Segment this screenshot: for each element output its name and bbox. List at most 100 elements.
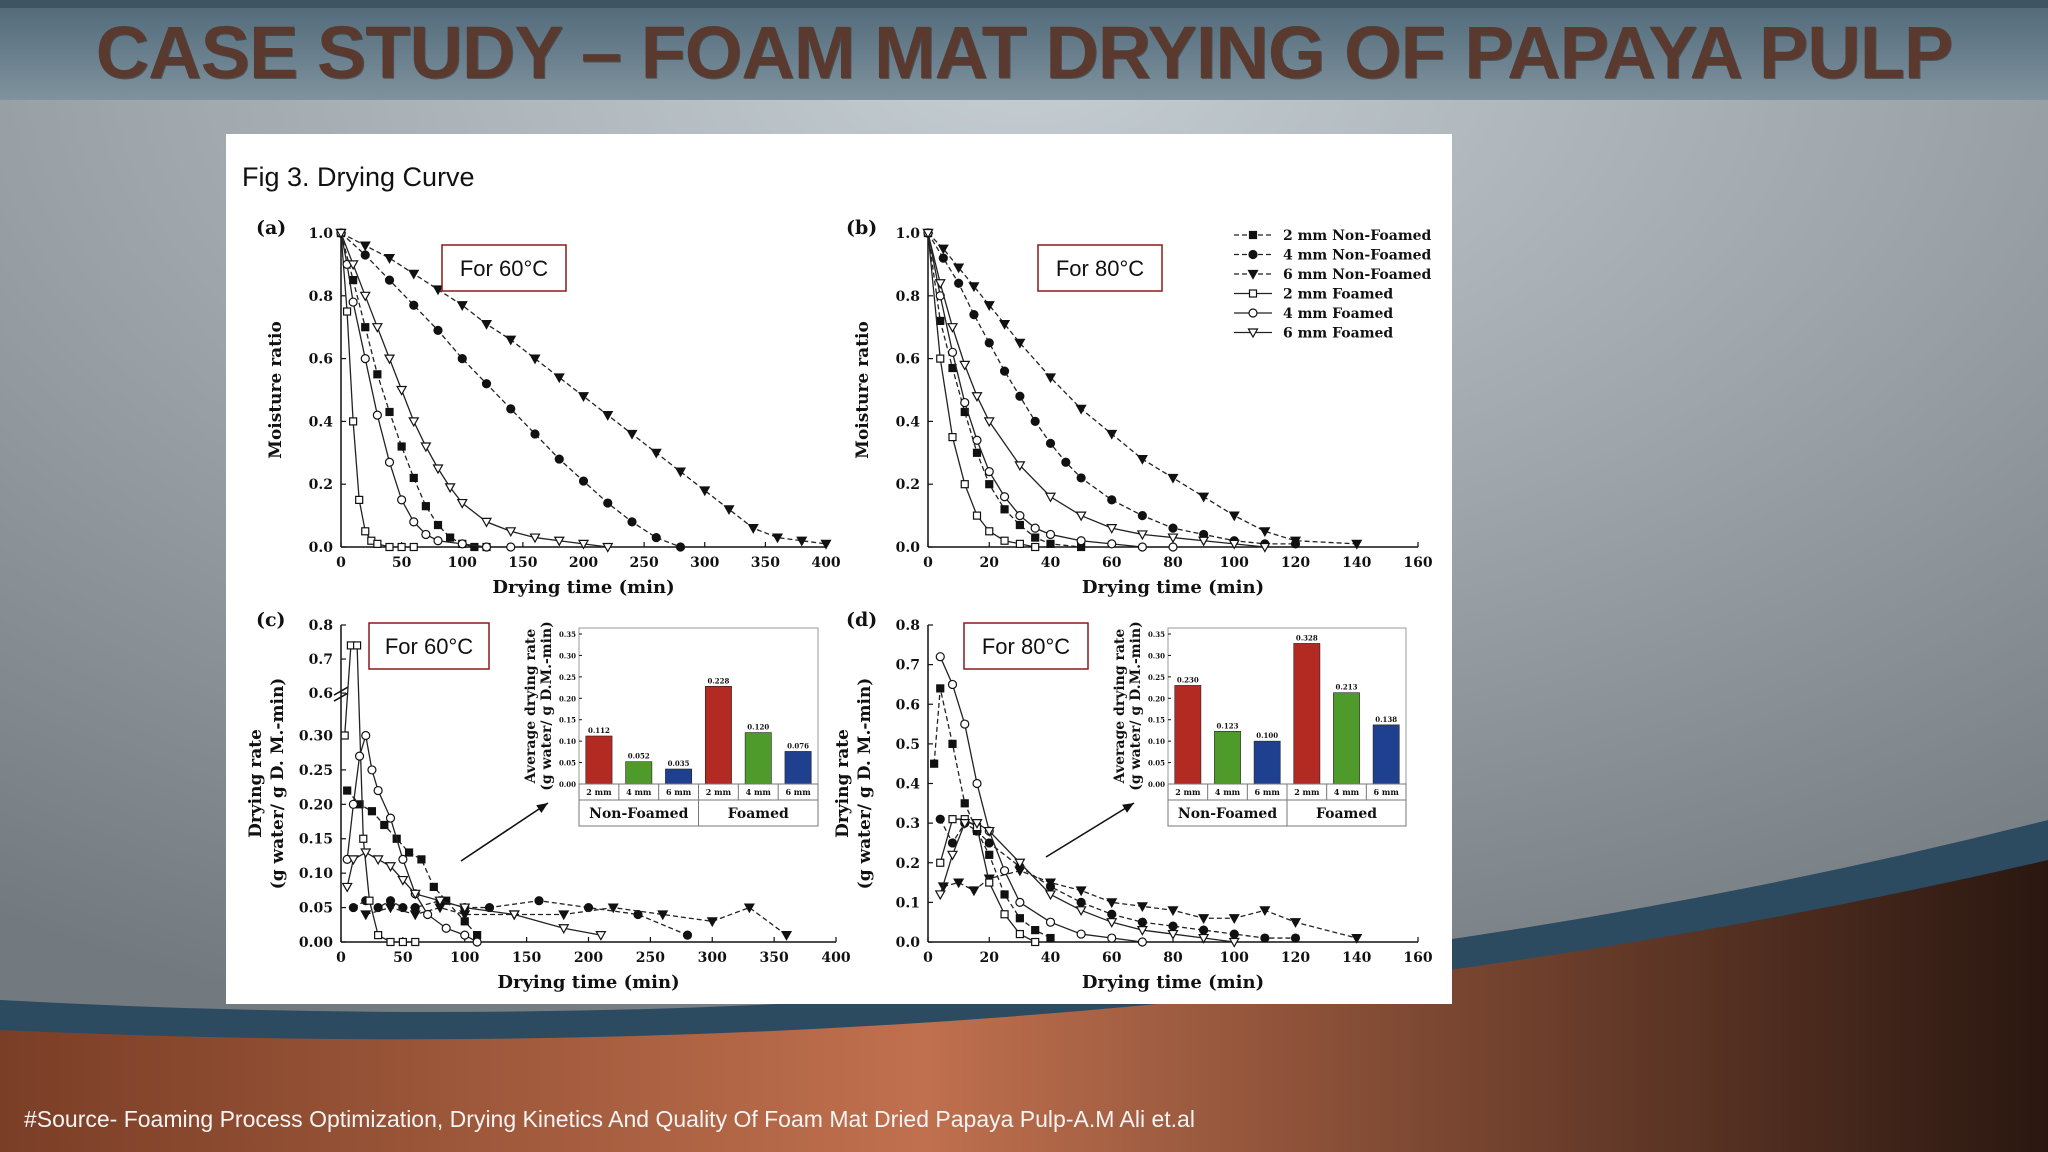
temperature-annotation-box bbox=[1037, 244, 1163, 292]
x-tick-label: 120 bbox=[1281, 555, 1310, 571]
y-tick-label: 0.05 bbox=[299, 901, 333, 917]
legend-label: 2 mm Foamed bbox=[1283, 287, 1393, 303]
inset-group-label: Foamed bbox=[1316, 806, 1377, 822]
inset-bar bbox=[704, 685, 732, 785]
data-point bbox=[1015, 391, 1025, 401]
inset-bar bbox=[1372, 724, 1400, 785]
data-point bbox=[747, 524, 759, 534]
legend-marker bbox=[1248, 230, 1258, 240]
x-tick-label: 80 bbox=[1163, 555, 1183, 571]
data-point bbox=[699, 486, 711, 497]
data-point bbox=[421, 529, 431, 540]
temperature-annotation: For 80°C bbox=[1056, 256, 1144, 281]
data-point bbox=[506, 542, 516, 552]
data-point bbox=[409, 517, 419, 527]
data-point bbox=[456, 498, 468, 509]
data-point bbox=[1000, 505, 1009, 514]
x-tick-label: 60 bbox=[1102, 950, 1122, 966]
y-tick-label: 0.4 bbox=[896, 414, 921, 430]
data-point bbox=[348, 799, 358, 809]
data-point bbox=[935, 814, 945, 824]
data-point bbox=[1289, 536, 1302, 547]
data-point bbox=[984, 838, 994, 848]
data-point bbox=[420, 442, 432, 453]
y-tick-label: 0.1 bbox=[896, 895, 920, 911]
x-tick-label: 200 bbox=[574, 950, 603, 966]
data-point bbox=[409, 910, 421, 921]
y-tick-label: 0.3 bbox=[896, 816, 920, 832]
data-point bbox=[960, 480, 969, 489]
x-tick-label: 350 bbox=[760, 950, 789, 966]
data-point bbox=[936, 354, 945, 363]
data-point bbox=[360, 848, 372, 859]
data-point bbox=[985, 480, 994, 489]
data-point bbox=[969, 310, 979, 320]
data-point bbox=[985, 850, 994, 859]
inset-bar bbox=[585, 735, 613, 785]
inset-category-label: 2 mm bbox=[1175, 787, 1201, 797]
legend-label: 2 mm Non-Foamed bbox=[1283, 228, 1432, 244]
data-point bbox=[1014, 461, 1026, 472]
inset-bar bbox=[1293, 643, 1321, 785]
x-tick-label: 80 bbox=[1163, 950, 1183, 966]
data-point bbox=[396, 385, 408, 396]
data-point bbox=[384, 457, 395, 467]
x-tick-label: 350 bbox=[751, 555, 780, 571]
data-point bbox=[771, 533, 784, 544]
data-point bbox=[1260, 933, 1270, 943]
data-point bbox=[650, 448, 662, 459]
data-point bbox=[985, 527, 994, 536]
x-tick-label: 200 bbox=[569, 555, 598, 571]
data-point bbox=[1228, 539, 1240, 550]
y-tick-label: 0.00 bbox=[299, 935, 333, 951]
data-point bbox=[935, 652, 945, 662]
data-point bbox=[457, 539, 467, 549]
data-point bbox=[1015, 520, 1024, 530]
data-point bbox=[529, 354, 541, 365]
y-tick-label: 1.0 bbox=[896, 226, 921, 242]
x-tick-label: 100 bbox=[1220, 950, 1249, 966]
data-point bbox=[820, 539, 832, 550]
x-tick-label: 150 bbox=[508, 555, 537, 571]
data-point bbox=[706, 917, 718, 928]
x-tick-label: 0 bbox=[923, 950, 933, 966]
data-point bbox=[1015, 511, 1025, 521]
data-point bbox=[373, 539, 382, 548]
y-tick-label: 0.8 bbox=[896, 289, 920, 305]
data-point bbox=[723, 505, 735, 516]
inset-bar-value: 0.213 bbox=[1336, 683, 1358, 692]
data-point bbox=[953, 878, 965, 889]
data-point bbox=[971, 392, 983, 403]
data-point bbox=[1075, 886, 1087, 897]
data-point bbox=[411, 937, 420, 947]
x-tick-label: 140 bbox=[1342, 950, 1371, 966]
data-point bbox=[959, 819, 971, 829]
data-point bbox=[1168, 523, 1178, 533]
data-point bbox=[553, 373, 565, 384]
data-point bbox=[371, 323, 383, 333]
data-point bbox=[657, 910, 669, 921]
data-point bbox=[948, 433, 957, 442]
series-line-2 bbox=[943, 869, 1357, 939]
data-point bbox=[603, 498, 613, 508]
legend-label: 6 mm Foamed bbox=[1283, 326, 1393, 342]
data-point bbox=[948, 363, 957, 373]
data-point bbox=[433, 520, 443, 530]
series-line-5 bbox=[939, 822, 1235, 943]
data-point bbox=[1076, 536, 1086, 546]
y-tick-label: 0.8 bbox=[309, 618, 333, 634]
panel-d bbox=[927, 622, 1419, 948]
data-point bbox=[1045, 917, 1056, 927]
y-tick-label: 0.2 bbox=[896, 477, 920, 493]
x-tick-label: 250 bbox=[630, 555, 659, 571]
data-point bbox=[459, 903, 471, 914]
data-point bbox=[441, 923, 451, 933]
data-point bbox=[433, 536, 443, 546]
temperature-annotation: For 60°C bbox=[460, 256, 548, 281]
data-point bbox=[361, 323, 370, 332]
inset-frame bbox=[1167, 627, 1407, 785]
inset-category-label: 2 mm bbox=[706, 787, 732, 797]
data-point bbox=[954, 278, 964, 288]
data-point bbox=[386, 937, 395, 947]
data-point bbox=[373, 370, 382, 379]
